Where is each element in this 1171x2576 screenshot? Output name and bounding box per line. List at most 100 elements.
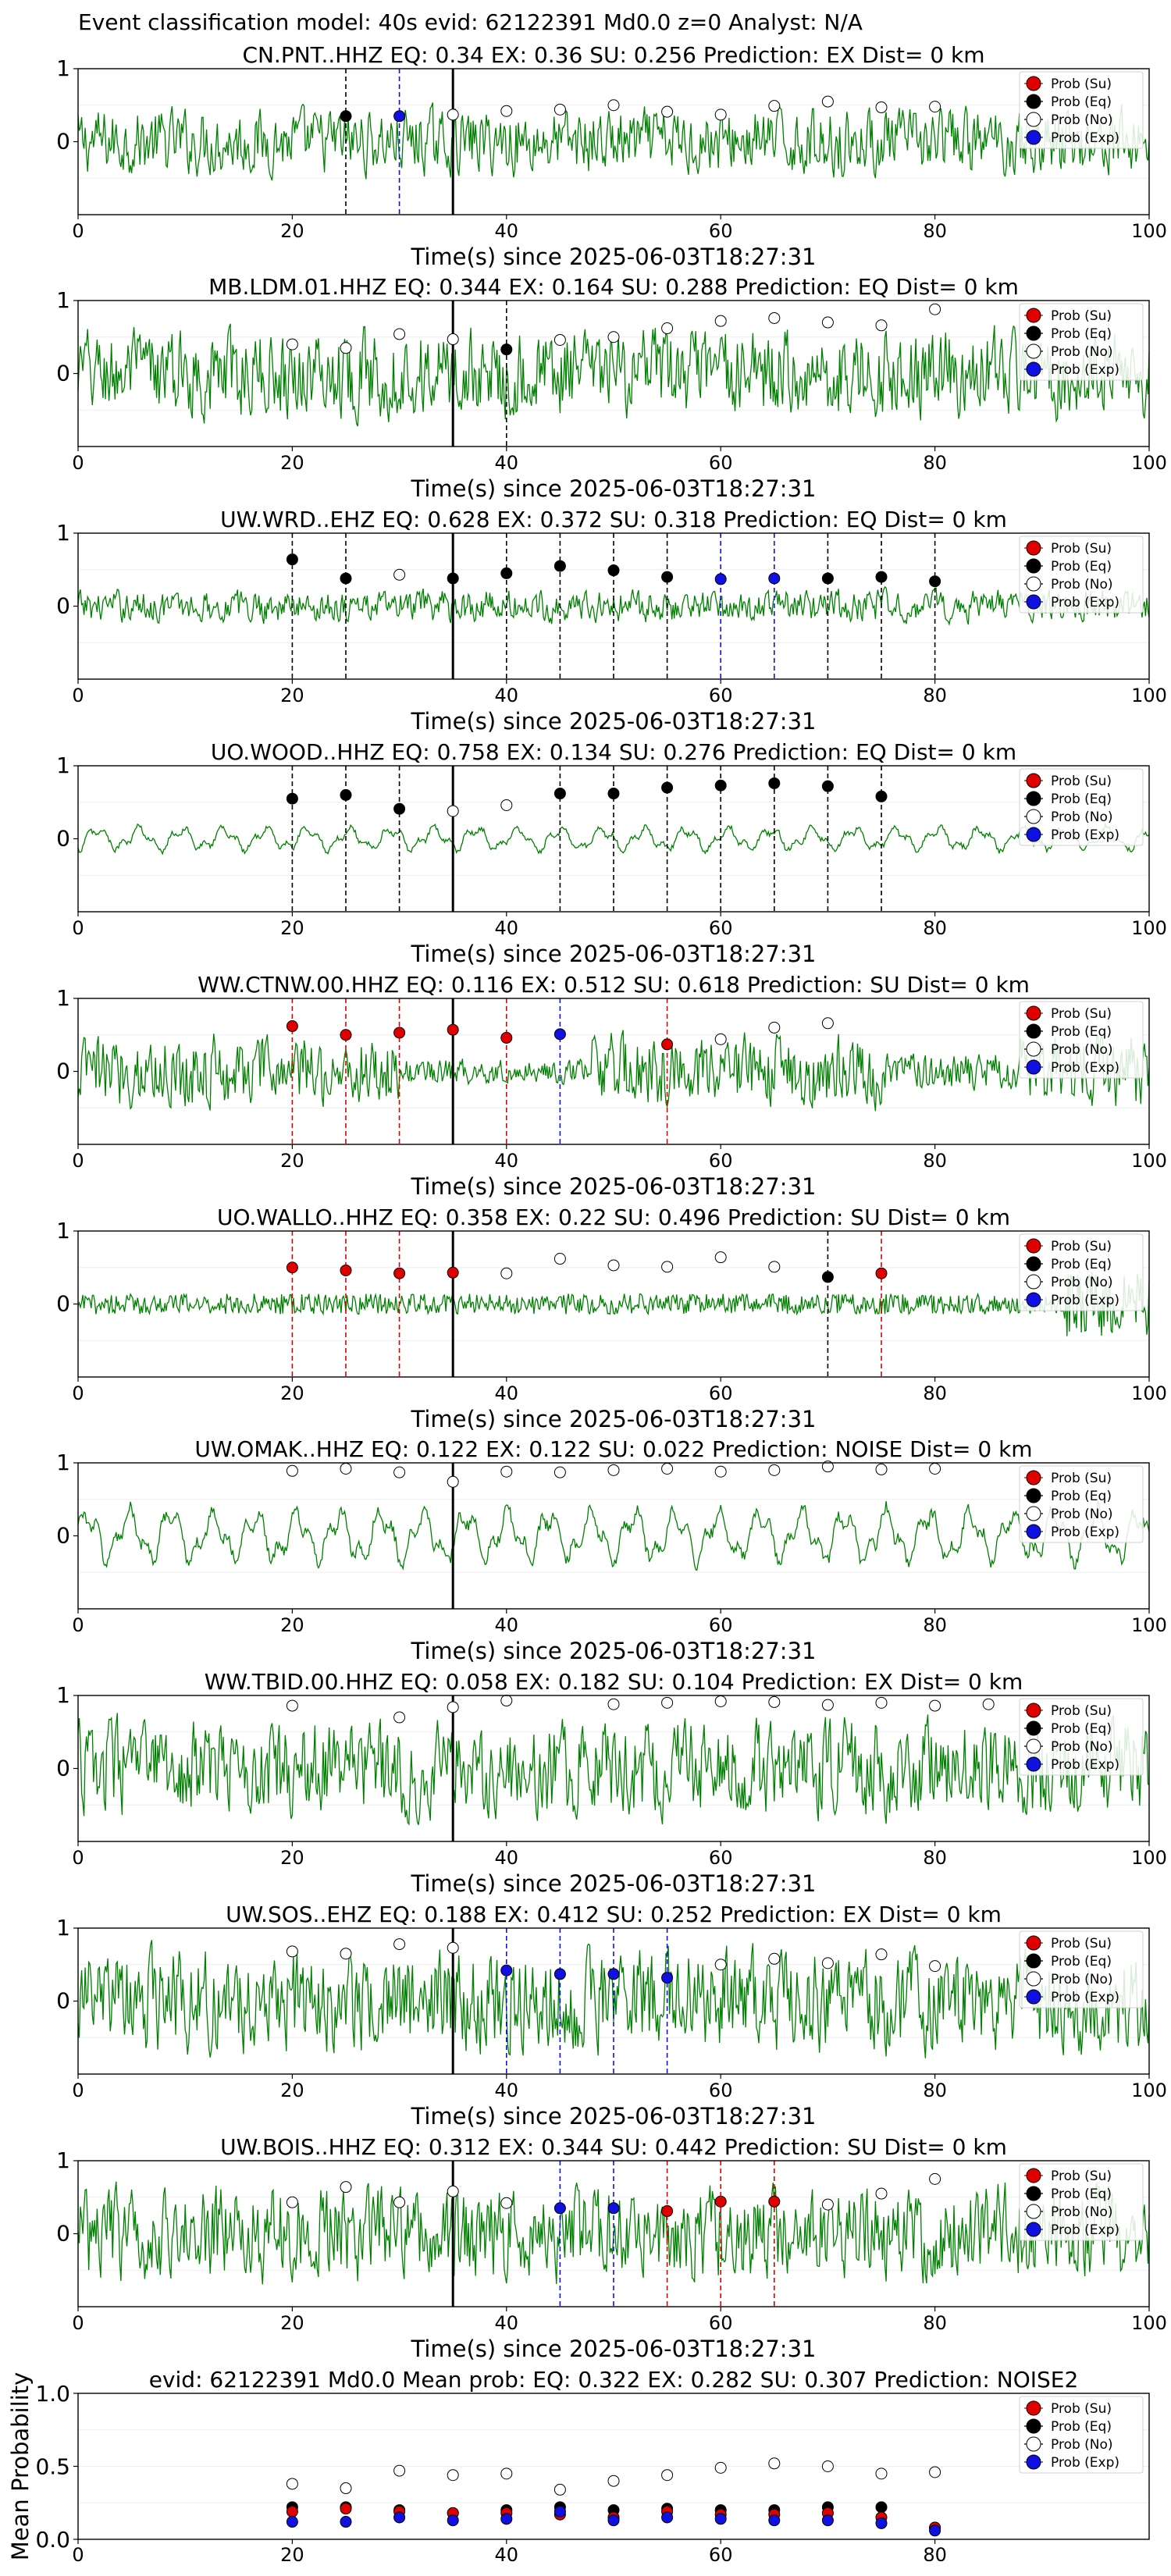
prob-marker [393, 568, 406, 581]
x-tick-label: 100 [1131, 917, 1167, 939]
prob-marker [821, 1017, 834, 1030]
x-tick-label: 80 [923, 452, 947, 474]
prob-marker [875, 1696, 888, 1709]
legend-marker [1026, 2168, 1041, 2183]
prob-marker [393, 328, 406, 340]
station-panel: UO.WOOD..HHZ EQ: 0.758 EX: 0.134 SU: 0.2… [56, 739, 1167, 967]
legend-label: Prob (Exp) [1051, 827, 1119, 843]
legend-label: Prob (Su) [1051, 774, 1112, 789]
y-tick-label: 1 [56, 287, 70, 313]
station-panel: MB.LDM.01.HHZ EQ: 0.344 EX: 0.164 SU: 0.… [56, 274, 1167, 502]
prob-marker [821, 316, 834, 329]
y-tick-label: 1 [56, 520, 70, 546]
legend-marker [1026, 1023, 1041, 1039]
legend-label: Prob (No) [1051, 577, 1113, 592]
legend-marker [1026, 1703, 1041, 1718]
x-tick-label: 0 [72, 452, 84, 474]
prob-marker [553, 788, 566, 800]
legend-label: Prob (Su) [1051, 1239, 1112, 1254]
prob-marker [768, 1952, 781, 1965]
x-tick-label: 40 [495, 2312, 519, 2334]
x-tick-label: 20 [280, 2544, 304, 2566]
prob-marker [286, 1261, 298, 1274]
legend-marker [1026, 2436, 1041, 2452]
legend-marker [1026, 1238, 1041, 1254]
prob-marker [768, 1464, 781, 1476]
legend-marker [1026, 1059, 1041, 1075]
prob-marker [929, 101, 941, 113]
mean-prob-point [500, 2467, 513, 2480]
prob-marker [393, 2196, 406, 2208]
prob-marker [661, 1696, 674, 1709]
legend-marker [1026, 343, 1041, 359]
x-tick-label: 0 [72, 1150, 84, 1172]
legend-marker [1026, 594, 1041, 610]
legend-marker [1026, 1292, 1041, 1308]
panel-title: UO.WALLO..HHZ EQ: 0.358 EX: 0.22 SU: 0.4… [217, 1204, 1010, 1230]
prob-marker [447, 805, 459, 817]
prob-marker [821, 1271, 834, 1283]
mean-prob-point [286, 2478, 298, 2490]
legend-box [1019, 535, 1144, 614]
prob-marker [607, 1464, 620, 1476]
prob-marker [607, 99, 620, 112]
prob-marker [661, 1038, 674, 1051]
x-tick-label: 0 [72, 685, 84, 706]
prob-marker [768, 1261, 781, 1273]
seismic-trace [77, 1272, 1150, 1336]
legend-label: Prob (No) [1051, 2204, 1113, 2220]
prob-marker [714, 1465, 727, 1478]
prob-marker [875, 790, 888, 802]
prob-marker [447, 1701, 459, 1713]
prob-marker [661, 1462, 674, 1475]
y-tick-label: 1 [56, 753, 70, 778]
x-tick-label: 20 [280, 1150, 304, 1172]
x-tick-label: 80 [923, 2544, 947, 2566]
mean-prob-point [661, 2511, 674, 2524]
prob-marker [340, 1462, 352, 1475]
prob-marker [286, 1464, 298, 1477]
figure-suptitle: Event classification model: 40s evid: 62… [78, 9, 863, 35]
legend-label: Prob (Su) [1051, 2401, 1112, 2417]
prob-marker [875, 1267, 888, 1279]
legend-marker [1026, 2186, 1041, 2201]
x-tick-label: 80 [923, 1614, 947, 1636]
prob-marker [553, 1253, 566, 1265]
prob-marker [714, 1959, 727, 1971]
prob-marker [768, 777, 781, 789]
x-tick-label: 40 [495, 685, 519, 706]
prob-marker [821, 1957, 834, 1969]
y-tick-label: 1.0 [35, 2381, 70, 2407]
x-tick-label: 100 [1131, 452, 1167, 474]
legend-label: Prob (No) [1051, 1042, 1113, 1058]
station-panel: WW.TBID.00.HHZ EQ: 0.058 EX: 0.182 SU: 0… [56, 1669, 1167, 1897]
summary-panel: evid: 62122391 Md0.0 Mean prob: EQ: 0.32… [7, 2367, 1150, 2566]
x-tick-label: 80 [923, 1847, 947, 1869]
y-tick-label: 0 [56, 826, 70, 852]
prob-marker [929, 2172, 941, 2185]
x-tick-label: 60 [709, 1847, 733, 1869]
prob-marker [714, 779, 727, 792]
y-tick-label: 1 [56, 985, 70, 1011]
prob-marker [447, 109, 459, 121]
x-tick-label: 80 [923, 1150, 947, 1172]
legend-label: Prob (Eq) [1051, 2186, 1112, 2202]
x-axis-label: Time(s) since 2025-06-03T18:27:31 [411, 475, 817, 502]
y-tick-label: 1 [56, 2147, 70, 2173]
prob-marker [661, 105, 674, 118]
legend-label: Prob (Eq) [1051, 2419, 1112, 2435]
prob-marker [821, 780, 834, 792]
prob-marker [714, 2195, 727, 2208]
legend-marker [1026, 1488, 1041, 1503]
x-tick-label: 80 [923, 2312, 947, 2334]
x-tick-label: 100 [1131, 2080, 1167, 2101]
x-tick-label: 20 [280, 685, 304, 706]
legend-label: Prob (Su) [1051, 1471, 1112, 1486]
mean-prob-point [340, 2503, 352, 2515]
legend-box [1019, 1930, 1144, 2008]
panel-title: UW.BOIS..HHZ EQ: 0.312 EX: 0.344 SU: 0.4… [220, 2134, 1007, 2160]
station-panel: UO.WALLO..HHZ EQ: 0.358 EX: 0.22 SU: 0.4… [56, 1204, 1167, 1432]
prob-marker [447, 1023, 459, 1036]
mean-prob-point [821, 2514, 834, 2527]
